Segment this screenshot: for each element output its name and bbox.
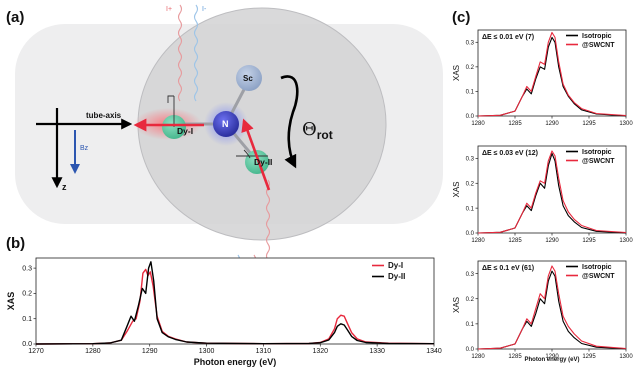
current-minus-label: I-: [202, 6, 207, 13]
y-axis-label: XAS: [6, 292, 16, 311]
dy2-moment-arrow: [241, 118, 271, 191]
x-tick-label: 1290: [142, 348, 158, 355]
x-axis-label: Photon energy (eV): [194, 357, 277, 367]
y-axis-label: XAS: [452, 297, 461, 313]
y-tick-label: 0.1: [466, 322, 475, 328]
xray-wave-blue-top: [193, 4, 199, 102]
n-atom: [213, 111, 239, 137]
y-tick-label: 0.3: [466, 40, 475, 46]
sc-atom: [236, 65, 262, 91]
chart-c3: 0.0 0.1 0.2 0.3 1280 1285 1290 1295 1300 Isotropi…: [452, 260, 633, 363]
y-tick-label: 0.2: [22, 291, 32, 298]
y-tick-label: 0.0: [466, 114, 475, 120]
panel-b-label: (b): [6, 235, 25, 252]
y-tick-label: 0.0: [22, 341, 32, 348]
x-tick-label: 1280: [85, 348, 101, 355]
xray-wave-red-top: [177, 4, 183, 102]
y-tick-label: 0.0: [466, 347, 475, 353]
x-tick-label: 1280: [471, 238, 485, 244]
x-tick-label: 1300: [619, 354, 633, 360]
chart-annotation: ΔE ≤ 0.1 eV (61): [482, 265, 534, 272]
x-tick-label: 1300: [619, 121, 633, 127]
dy2-atom-label: Dy-II: [254, 157, 272, 167]
x-tick-label: 1290: [545, 238, 559, 244]
dy1-local-axis: [167, 95, 175, 127]
plot-frame: [477, 29, 627, 117]
y-tick-label: 0.0: [466, 231, 475, 237]
series-line--swcnt: [477, 31, 627, 117]
legend-label: @SWCNT: [582, 158, 615, 165]
theta-rot-label: Θrot: [302, 119, 333, 142]
x-tick-label: 1270: [28, 348, 44, 355]
plot-frame: [35, 257, 435, 345]
y-tick-label: 0.3: [466, 272, 475, 278]
y-tick-label: 0.3: [466, 157, 475, 163]
chart-annotation: ΔE ≤ 0.01 eV (7): [482, 34, 534, 41]
bz-label: Bz: [80, 145, 89, 152]
x-tick-label: 1310: [256, 348, 272, 355]
chart-c1: 0.0 0.1 0.2 0.3 1280 1285 1290 1295 1300 Isotropi…: [452, 29, 633, 127]
chart-c2: 0.0 0.1 0.2 0.3 1280 1285 1290 1295 1300 Isotropi…: [452, 145, 633, 244]
xray-wave-red-right: [265, 179, 271, 261]
x-axis-label: Photon energy (eV): [524, 357, 579, 363]
plot-frame: [477, 260, 627, 350]
legend-label: @SWCNT: [582, 273, 615, 280]
y-tick-label: 0.2: [466, 181, 475, 187]
current-plus-label: I+: [166, 6, 172, 13]
legend-label: Dy-I: [388, 261, 403, 270]
legend-label: Isotropic: [582, 264, 612, 271]
y-tick-label: 0.2: [466, 65, 475, 71]
x-tick-label: 1330: [369, 348, 385, 355]
x-tick-label: 1285: [508, 121, 522, 127]
panel-a: I+ I- (a) tube-axis Bz z Sc N: [6, 4, 443, 344]
y-axis-label: XAS: [452, 181, 461, 197]
x-tick-label: 1295: [582, 354, 596, 360]
sc-atom-label: Sc: [243, 74, 253, 83]
series-line-dy-ii: [35, 261, 435, 345]
series-line--swcnt: [477, 265, 627, 350]
chart-annotation: ΔE ≤ 0.03 eV (12): [482, 150, 538, 157]
x-tick-label: 1280: [471, 354, 485, 360]
legend-label: @SWCNT: [582, 42, 615, 49]
dy2-local-axis: [236, 149, 268, 159]
x-tick-label: 1280: [471, 121, 485, 127]
plot-frame: [477, 145, 627, 234]
y-tick-label: 0.2: [466, 297, 475, 303]
y-axis-label: XAS: [452, 65, 461, 81]
x-tick-label: 1300: [199, 348, 215, 355]
x-tick-label: 1290: [545, 354, 559, 360]
y-tick-label: 0.1: [466, 206, 475, 212]
rotation-arrow: [280, 75, 299, 169]
legend-label: Dy-II: [388, 272, 405, 281]
n-atom-label: N: [222, 119, 229, 129]
legend-label: Isotropic: [582, 33, 612, 40]
y-tick-label: 0.3: [22, 265, 32, 272]
y-tick-label: 0.1: [466, 90, 475, 96]
legend-label: Isotropic: [582, 149, 612, 156]
y-tick-label: 0.1: [22, 316, 32, 323]
x-tick-label: 1295: [582, 238, 596, 244]
x-tick-label: 1285: [508, 238, 522, 244]
x-tick-label: 1285: [508, 354, 522, 360]
x-tick-label: 1290: [545, 121, 559, 127]
chart-b: 0.0 0.1 0.2 0.3 1270 1280 1290 1300 1310 1320 1330…: [6, 257, 442, 367]
panel-a-label: (a): [6, 9, 24, 26]
x-tick-label: 1300: [619, 238, 633, 244]
series-line--swcnt: [477, 150, 627, 234]
dy1-atom-label: Dy-I: [177, 126, 193, 136]
z-label: z: [62, 182, 67, 192]
x-tick-label: 1295: [582, 121, 596, 127]
x-tick-label: 1320: [312, 348, 328, 355]
panel-c-label: (c): [452, 9, 470, 26]
x-tick-label: 1340: [426, 348, 442, 355]
tube-axis-label: tube-axis: [86, 111, 122, 120]
